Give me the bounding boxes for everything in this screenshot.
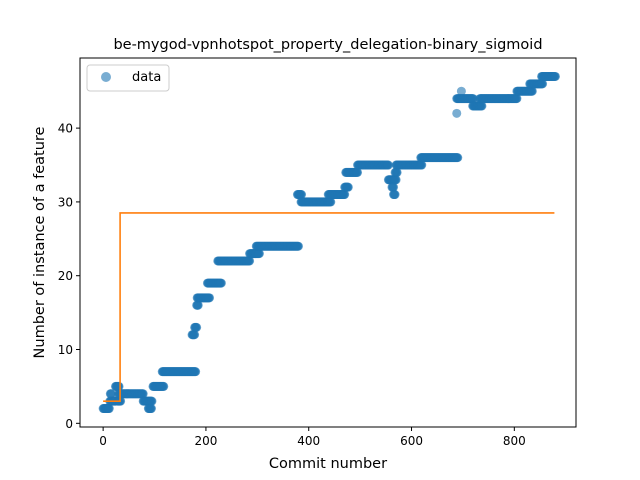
plot-area bbox=[98, 71, 560, 414]
data-point bbox=[254, 249, 264, 259]
data-point bbox=[205, 293, 215, 303]
x-tick-label: 600 bbox=[400, 434, 423, 448]
legend-label-data: data bbox=[132, 70, 161, 85]
y-tick-label: 10 bbox=[58, 343, 73, 357]
x-axis: 0 200 400 600 800 bbox=[99, 427, 526, 448]
data-point bbox=[452, 108, 462, 118]
data-point bbox=[538, 79, 548, 89]
y-tick-label: 30 bbox=[58, 195, 73, 209]
data-point bbox=[193, 300, 203, 310]
data-point bbox=[190, 330, 200, 340]
data-point bbox=[383, 160, 393, 170]
data-point bbox=[147, 396, 157, 406]
data-point bbox=[392, 167, 402, 177]
x-tick-label: 400 bbox=[297, 434, 320, 448]
data-point bbox=[343, 182, 353, 192]
data-point bbox=[159, 381, 169, 391]
chart-title: be-mygod-vpnhotspot_property_delegation-… bbox=[113, 37, 542, 53]
y-tick-label: 0 bbox=[65, 417, 73, 431]
data-point bbox=[453, 153, 463, 163]
data-point bbox=[191, 367, 201, 377]
x-axis-label: Commit number bbox=[269, 456, 387, 472]
data-point bbox=[326, 197, 336, 207]
data-point bbox=[550, 71, 560, 81]
data-point bbox=[146, 404, 156, 414]
y-tick-label: 40 bbox=[58, 122, 73, 136]
data-point bbox=[468, 94, 478, 104]
data-point bbox=[245, 256, 255, 266]
data-point bbox=[216, 278, 226, 288]
fit-step-line bbox=[103, 212, 555, 402]
data-point bbox=[417, 160, 427, 170]
legend: data bbox=[86, 64, 170, 92]
data-point bbox=[340, 190, 350, 200]
data-point bbox=[293, 241, 303, 251]
y-axis-label: Number of instance of a feature bbox=[32, 126, 48, 358]
data-point bbox=[390, 190, 400, 200]
data-point bbox=[104, 404, 114, 414]
data-point bbox=[138, 389, 148, 399]
x-tick-label: 800 bbox=[503, 434, 526, 448]
data-point bbox=[106, 389, 116, 399]
data-point bbox=[527, 86, 537, 96]
data-point bbox=[456, 86, 466, 96]
x-tick-label: 0 bbox=[99, 434, 107, 448]
data-point bbox=[114, 381, 124, 391]
data-point bbox=[477, 101, 487, 111]
data-point bbox=[353, 167, 363, 177]
legend-marker-data bbox=[101, 72, 111, 82]
data-point bbox=[512, 94, 522, 104]
legend-box bbox=[86, 64, 170, 92]
data-point bbox=[192, 322, 202, 332]
axes-frame bbox=[79, 57, 577, 428]
y-tick-label: 20 bbox=[58, 269, 73, 283]
x-tick-label: 200 bbox=[194, 434, 217, 448]
y-axis: 0 10 20 30 40 bbox=[58, 122, 80, 431]
data-point bbox=[297, 190, 307, 200]
data-point bbox=[391, 175, 401, 185]
data-point bbox=[389, 182, 399, 192]
